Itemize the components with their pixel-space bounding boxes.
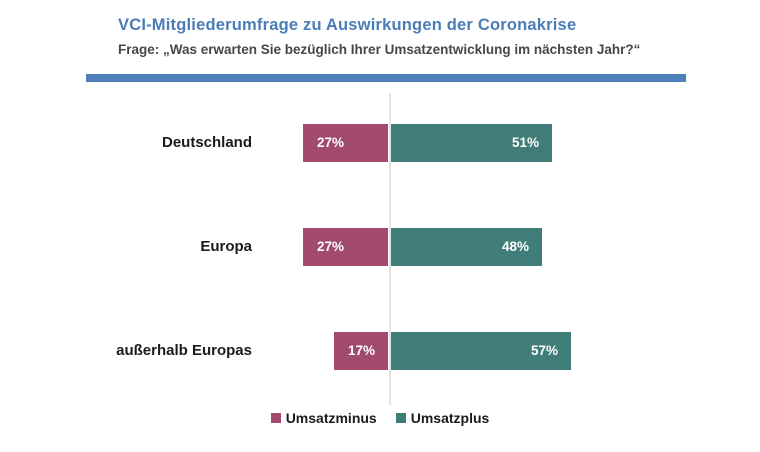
chart-legend: Umsatzminus Umsatzplus [0, 410, 760, 426]
umsatzplus-bar-segment: 48% [391, 228, 542, 266]
legend-label: Umsatzplus [410, 410, 490, 426]
umsatzminus-bar-segment: 17% [334, 332, 388, 370]
umsatzplus-bar-segment: 51% [391, 124, 552, 162]
umsatzminus-bar-segment: 27% [303, 124, 388, 162]
category-label: Europa [200, 238, 252, 255]
zero-axis-line [389, 93, 391, 405]
bar-row: außerhalb Europas 17% 57% [0, 332, 760, 370]
umsatzminus-bar-segment: 27% [303, 228, 388, 266]
legend-color-swatch [395, 413, 406, 423]
legend-color-swatch [270, 413, 281, 423]
umsatzplus-value-label: 51% [511, 135, 539, 150]
header-divider-bar [86, 74, 686, 82]
legend-item: Umsatzminus [270, 410, 377, 426]
umsatzminus-value-label: 27% [317, 135, 345, 150]
legend-item: Umsatzplus [395, 410, 490, 426]
umsatzplus-value-label: 57% [530, 343, 558, 358]
umsatzminus-value-label: 17% [348, 343, 376, 358]
umsatzplus-value-label: 48% [501, 239, 529, 254]
umsatzminus-value-label: 27% [317, 239, 345, 254]
legend-label: Umsatzminus [285, 410, 377, 426]
bar-row: Europa 27% 48% [0, 228, 760, 266]
chart-title: VCI-Mitgliederumfrage zu Auswirkungen de… [118, 16, 577, 34]
category-label: außerhalb Europas [116, 342, 252, 359]
chart-subtitle: Frage: „Was erwarten Sie bezüglich Ihrer… [118, 42, 641, 57]
category-label: Deutschland [161, 134, 252, 151]
bar-row: Deutschland 27% 51% [0, 124, 760, 162]
umsatzplus-bar-segment: 57% [391, 332, 571, 370]
